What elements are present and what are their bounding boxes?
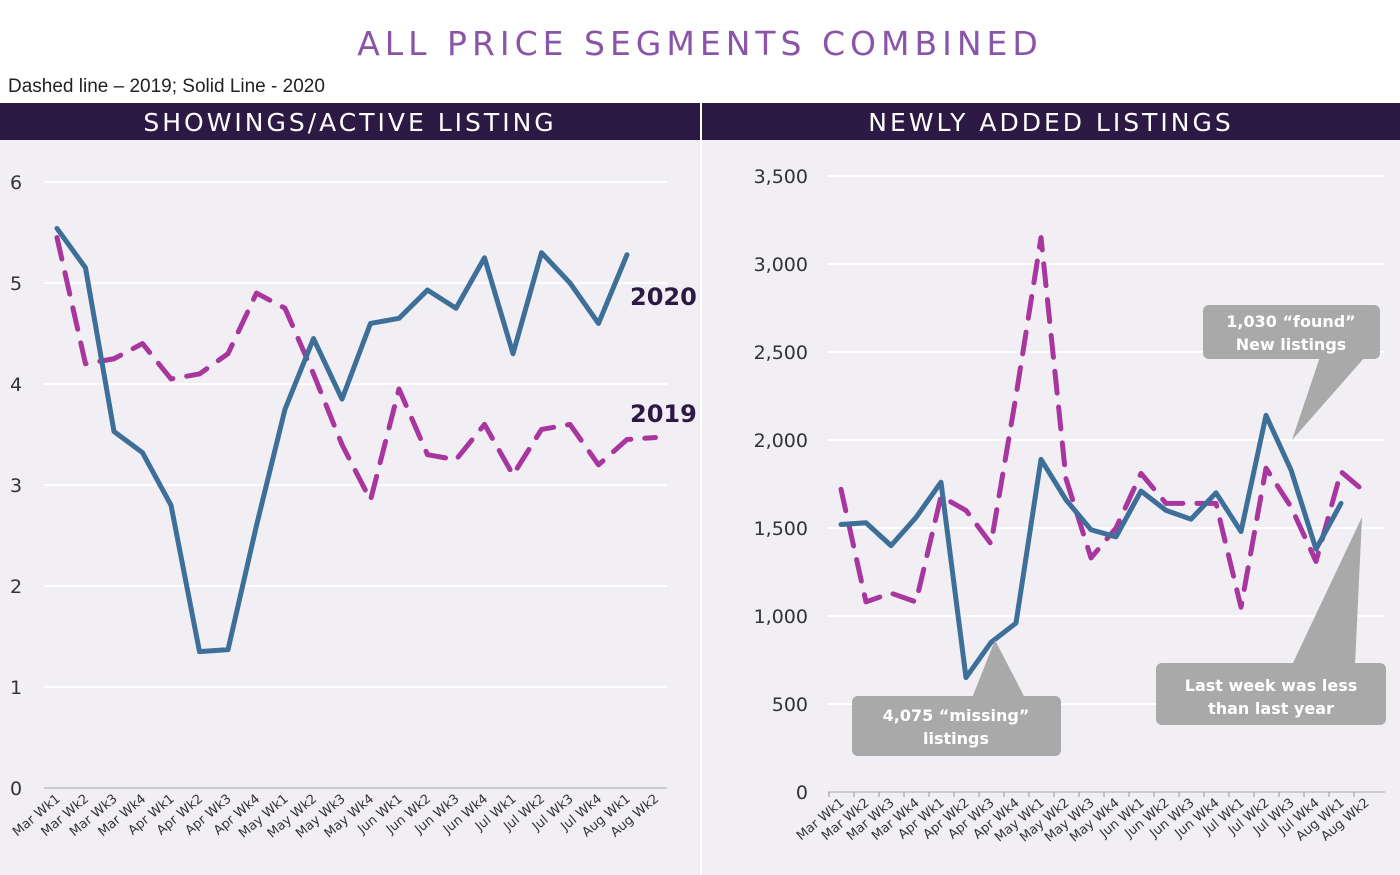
callout-box (852, 696, 1061, 756)
callout-last-week: Last week was less than last year (1156, 517, 1386, 725)
line-style-note: Dashed line – 2019; Solid Line - 2020 (8, 76, 325, 97)
y-tick-label: 1,000 (754, 606, 808, 628)
new-listings-chart-title: NEWLY ADDED LISTINGS (702, 103, 1400, 140)
showings-chart-panel (0, 140, 700, 875)
series-label-2019: 2019 (630, 400, 697, 428)
y-tick-label: 2,500 (754, 342, 808, 364)
y-tick-label: 1 (10, 677, 22, 699)
y-tick-label: 0 (796, 782, 808, 804)
y-tick-label: 3,500 (754, 166, 808, 188)
callout-found: 1,030 “found” New listings (1203, 305, 1380, 440)
callout-box (1203, 305, 1380, 359)
y-tick-label: 4 (10, 374, 22, 396)
y-tick-label: 2 (10, 576, 22, 598)
series-2019-line (838, 235, 1369, 610)
callout-text: 1,030 “found” (1226, 312, 1355, 331)
callout-text: 4,075 “missing” (883, 706, 1030, 725)
callout-text: than last year (1208, 699, 1334, 718)
series-label-2020: 2020 (630, 283, 697, 311)
y-tick-label: 3,000 (754, 254, 808, 276)
y-tick-label: 1,500 (754, 518, 808, 540)
series-2020-line (54, 225, 630, 655)
y-tick-label: 0 (10, 778, 22, 800)
callout-text: New listings (1236, 335, 1347, 354)
callout-missing: 4,075 “missing” listings (852, 640, 1061, 756)
callout-box (1156, 663, 1386, 725)
callout-pointer (1292, 357, 1365, 440)
y-tick-label: 2,000 (754, 430, 808, 452)
callout-text: listings (923, 729, 989, 748)
series-2020-line (838, 412, 1344, 681)
callout-pointer (972, 640, 1025, 698)
series-2019-line (54, 235, 658, 503)
y-tick-label: 500 (772, 694, 808, 716)
callout-text: Last week was less (1185, 676, 1357, 695)
callout-pointer (1292, 517, 1362, 665)
y-tick-label: 6 (10, 172, 22, 194)
y-tick-label: 3 (10, 475, 22, 497)
showings-chart-title: SHOWINGS/ACTIVE LISTING (0, 103, 700, 140)
y-tick-label: 5 (10, 273, 22, 295)
page-title: ALL PRICE SEGMENTS COMBINED (357, 24, 1043, 63)
